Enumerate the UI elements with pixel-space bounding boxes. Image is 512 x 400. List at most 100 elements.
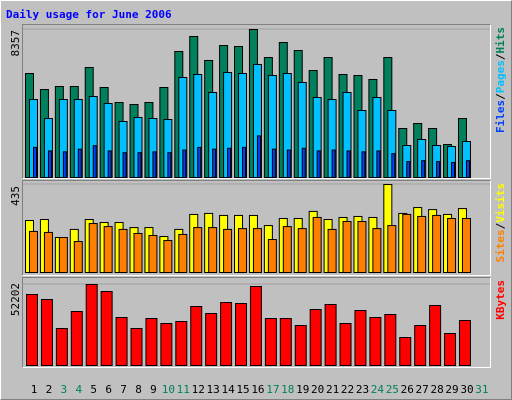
bar xyxy=(145,318,158,366)
x-tick-label: 5 xyxy=(90,383,97,396)
x-tick-label: 13 xyxy=(207,383,220,396)
legend-entry: KBytes xyxy=(494,280,507,320)
bar xyxy=(421,160,426,178)
bar xyxy=(384,314,397,366)
legend-entry: Files xyxy=(494,100,507,133)
panel-frame-shadow xyxy=(22,277,491,368)
bar xyxy=(193,227,203,274)
bar xyxy=(47,150,52,178)
bar xyxy=(137,152,142,179)
bar xyxy=(55,328,68,366)
x-tick-label: 9 xyxy=(150,383,157,396)
bar xyxy=(167,152,172,179)
legend-entry: Visits xyxy=(494,183,507,223)
bar xyxy=(220,302,233,366)
bar xyxy=(294,325,307,367)
x-tick-label: 12 xyxy=(192,383,205,396)
bar xyxy=(107,150,112,178)
bar xyxy=(178,233,188,274)
x-tick-label: 28 xyxy=(430,383,443,396)
bar xyxy=(372,228,382,273)
bar xyxy=(70,311,83,367)
bar xyxy=(316,150,321,178)
x-tick-label: 10 xyxy=(162,383,175,396)
bar xyxy=(242,146,247,179)
bar xyxy=(163,240,173,274)
bar xyxy=(208,227,218,274)
bar xyxy=(249,286,262,366)
bar xyxy=(429,305,442,366)
bar xyxy=(33,146,37,179)
bar xyxy=(152,151,157,178)
bar xyxy=(331,149,336,178)
legend-entry: Pages xyxy=(494,60,507,93)
bar xyxy=(88,223,98,273)
bar xyxy=(100,291,113,366)
bar xyxy=(58,237,68,274)
bar xyxy=(436,161,441,178)
chart-title: Daily usage for June 2006 xyxy=(6,8,172,21)
x-tick-label: 7 xyxy=(120,383,127,396)
bar xyxy=(444,333,457,367)
bar xyxy=(130,328,143,366)
bar xyxy=(271,148,276,179)
legend-separator: / xyxy=(494,93,507,100)
bar xyxy=(197,146,202,179)
x-tick-label: 26 xyxy=(401,383,414,396)
x-tick-label: 22 xyxy=(341,383,354,396)
panel-frame-shadow xyxy=(22,180,491,276)
bar xyxy=(451,161,456,178)
bar xyxy=(327,228,337,273)
x-tick-label: 14 xyxy=(221,383,235,396)
legend: Files/Pages/Hits xyxy=(494,27,507,133)
bar xyxy=(73,241,83,274)
bar xyxy=(212,148,217,179)
bar xyxy=(339,323,352,367)
bar xyxy=(77,148,82,179)
bar xyxy=(223,228,233,273)
bar xyxy=(85,284,98,366)
bar xyxy=(432,214,442,273)
bar xyxy=(103,226,113,273)
y-max-label: 435 xyxy=(9,186,22,206)
x-tick-label: 19 xyxy=(296,383,309,396)
bar xyxy=(227,147,232,179)
bar xyxy=(324,304,337,366)
bar xyxy=(256,135,261,178)
bar xyxy=(279,318,292,366)
bar xyxy=(465,160,470,178)
bar xyxy=(369,317,382,366)
y-max-label: 8357 xyxy=(9,30,22,57)
x-tick-label: 15 xyxy=(236,383,249,396)
x-tick-label: 30 xyxy=(460,383,473,396)
bar xyxy=(122,152,127,179)
legend-separator: / xyxy=(494,53,507,60)
x-tick-label: 23 xyxy=(356,383,369,396)
bar xyxy=(238,228,248,273)
legend-entry: Hits xyxy=(494,27,507,54)
bar xyxy=(399,337,412,367)
legend: Sites/Visits xyxy=(494,183,507,263)
bar xyxy=(264,318,277,366)
bar xyxy=(282,226,292,273)
bar xyxy=(118,228,128,273)
bar xyxy=(414,325,427,367)
bar xyxy=(267,239,277,273)
bar xyxy=(342,221,352,273)
bar xyxy=(447,217,457,273)
bar xyxy=(301,147,306,179)
x-tick-label: 25 xyxy=(386,383,399,396)
bar xyxy=(417,215,427,273)
bar xyxy=(309,309,322,367)
x-tick-label: 16 xyxy=(251,383,264,396)
bar xyxy=(357,221,367,273)
bar xyxy=(182,149,187,178)
bar xyxy=(312,216,322,274)
bar xyxy=(461,217,471,273)
x-tick-label: 20 xyxy=(311,383,324,396)
bar xyxy=(62,151,67,178)
bar xyxy=(160,323,173,367)
x-tick-label: 6 xyxy=(105,383,112,396)
bar xyxy=(376,150,381,178)
